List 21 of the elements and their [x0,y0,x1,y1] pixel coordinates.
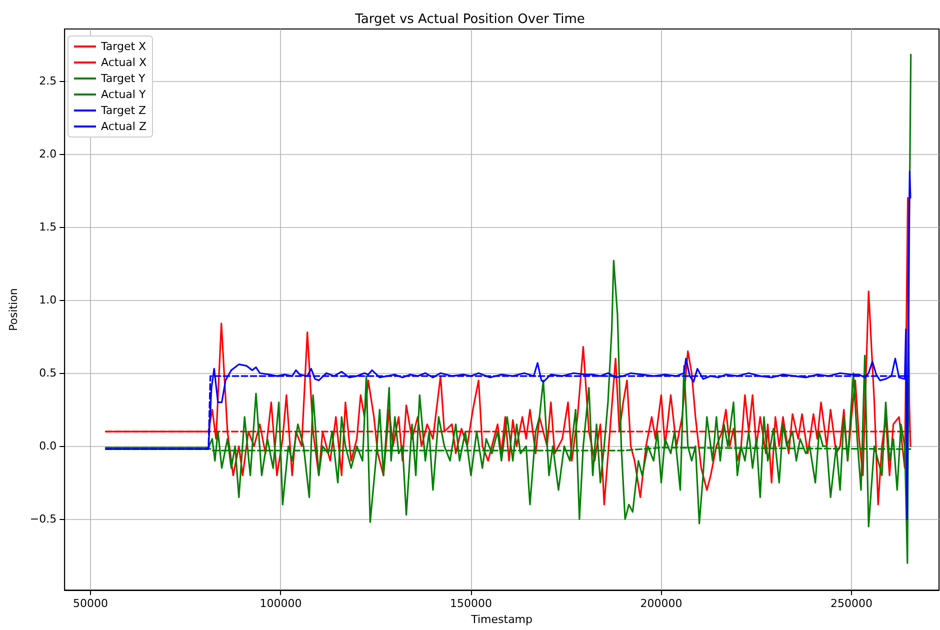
legend-label: Target Z [100,104,147,117]
y-tick-label: 2.0 [39,147,57,160]
y-tick-label: 0.0 [39,440,57,453]
x-tick-label: 50000 [72,597,108,610]
y-tick-label: 1.5 [39,220,57,234]
legend-label: Actual Z [101,120,147,133]
legend-label: Target X [100,40,147,53]
x-tick-label: 250000 [830,597,872,610]
y-tick-label: 1.0 [39,294,57,307]
y-axis-title: Position [7,288,20,331]
legend-label: Actual X [101,56,147,69]
legend-label: Target Y [100,72,146,85]
x-axis-title: Timestamp [470,613,533,626]
y-tick-label: 0.5 [39,366,57,380]
y-tick-label: −0.5 [30,512,57,526]
chart-title: Target vs Actual Position Over Time [354,12,585,27]
y-tick-label: 2.5 [39,74,57,88]
x-tick-label: 100000 [260,597,302,610]
x-tick-label: 150000 [450,597,492,610]
legend-label: Actual Y [101,88,146,101]
x-tick-label: 200000 [640,597,682,610]
